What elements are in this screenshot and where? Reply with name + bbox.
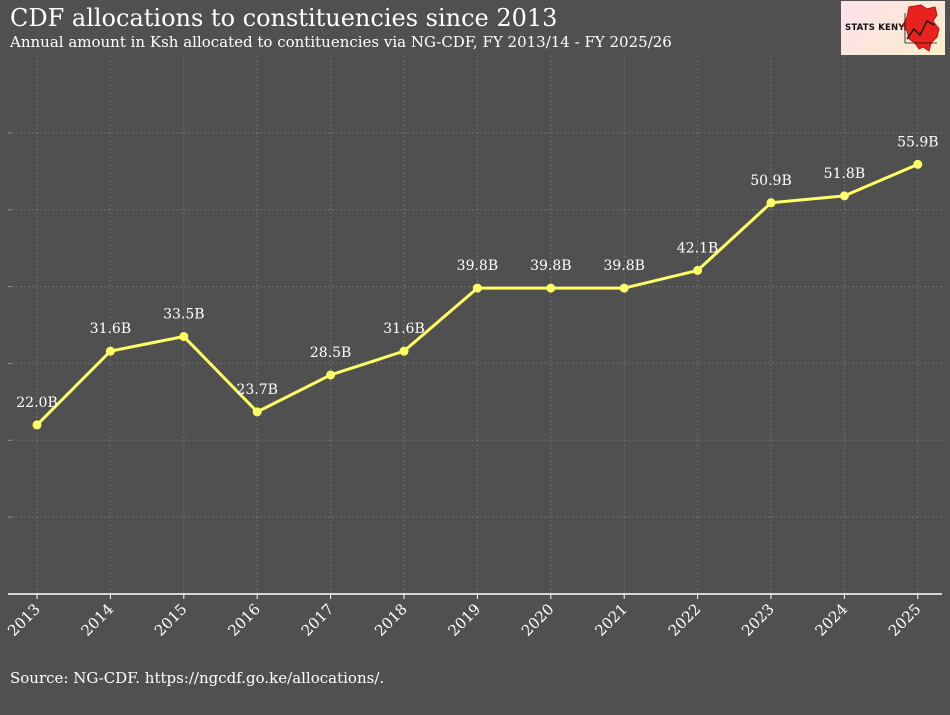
data-label: 39.8B xyxy=(603,258,644,274)
source-note: Source: NG-CDF. https://ngcdf.go.ke/allo… xyxy=(10,669,385,687)
stats-kenya-logo: STATS KENYA xyxy=(841,1,945,55)
x-tick-label: 2020 xyxy=(518,600,558,640)
data-point xyxy=(32,420,42,430)
data-label: 28.5B xyxy=(310,345,351,361)
data-label: 39.8B xyxy=(457,258,498,274)
chart-subtitle: Annual amount in Ksh allocated to contit… xyxy=(10,33,672,51)
kenya-map-trend-icon xyxy=(902,4,940,52)
data-point xyxy=(546,283,556,293)
data-point xyxy=(619,283,629,293)
x-tick-label: 2021 xyxy=(591,600,631,640)
data-point xyxy=(179,332,189,342)
data-label: 50.9B xyxy=(750,173,791,189)
x-tick-label: 2017 xyxy=(298,600,338,640)
x-tick-label: 2024 xyxy=(811,600,851,640)
x-tick-label: 2018 xyxy=(371,600,411,640)
x-tick-label: 2019 xyxy=(444,600,484,640)
data-point xyxy=(252,407,262,417)
data-point xyxy=(839,191,849,201)
data-label: 39.8B xyxy=(530,258,571,274)
x-tick-label: 2022 xyxy=(665,600,705,640)
x-tick-label: 2015 xyxy=(151,600,191,640)
data-point xyxy=(326,370,336,380)
data-label: 31.6B xyxy=(383,321,424,337)
data-point xyxy=(766,198,776,208)
data-label: 42.1B xyxy=(677,240,718,256)
x-tick-label: 2016 xyxy=(224,600,264,640)
chart-title: CDF allocations to constituencies since … xyxy=(10,4,558,32)
data-label: 23.7B xyxy=(236,382,277,398)
x-tick-label: 2023 xyxy=(738,600,778,640)
data-point xyxy=(105,346,115,356)
data-label: 55.9B xyxy=(897,134,938,150)
data-point xyxy=(399,346,409,356)
x-tick-label: 2025 xyxy=(885,600,925,640)
logo-text: STATS KENYA xyxy=(845,23,911,33)
data-point xyxy=(693,265,703,275)
x-tick-label: 2014 xyxy=(77,600,117,640)
x-tick-label: 2013 xyxy=(4,600,44,640)
data-point xyxy=(472,283,482,293)
data-label: 31.6B xyxy=(90,321,131,337)
data-label: 22.0B xyxy=(16,395,57,411)
data-point xyxy=(913,159,923,169)
data-label: 33.5B xyxy=(163,307,204,323)
data-label: 51.8B xyxy=(824,166,865,182)
